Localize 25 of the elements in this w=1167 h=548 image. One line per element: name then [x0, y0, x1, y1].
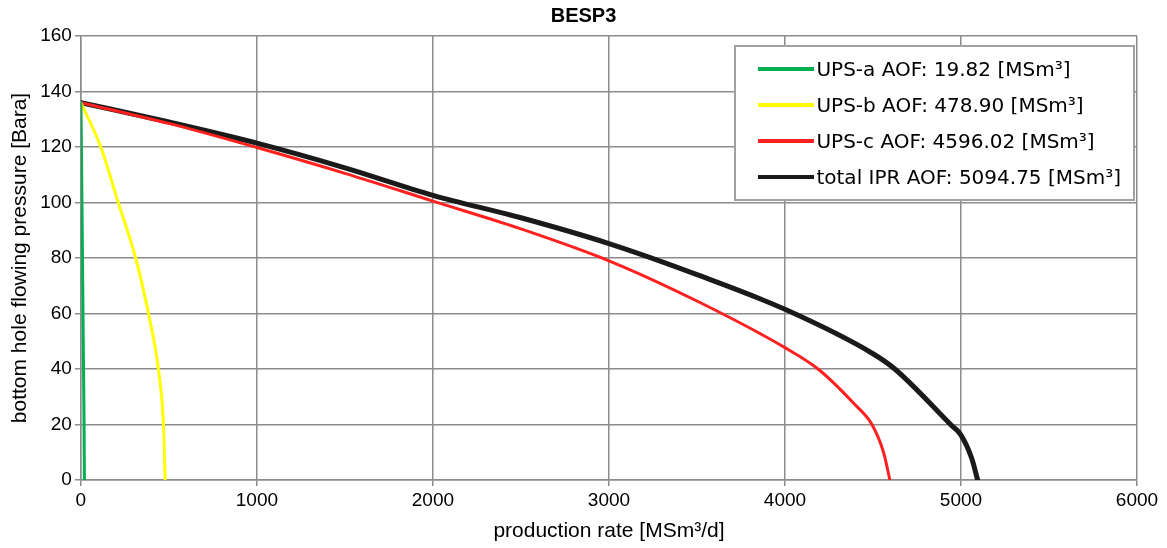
line-series [80, 101, 86, 480]
x-tick-label: 4000 [763, 488, 807, 510]
x-tick-label: 5000 [939, 488, 983, 510]
legend-label: UPS-b AOF: 478.90 [MSm³] [816, 93, 1084, 117]
chart-title: BESP3 [550, 4, 617, 26]
y-tick-label: 60 [50, 301, 72, 323]
y-tick-label: 0 [61, 468, 72, 490]
x-axis-title: production rate [MSm³/d] [493, 518, 725, 542]
legend-label: UPS-a AOF: 19.82 [MSm³] [816, 57, 1071, 81]
legend-label: UPS-c AOF: 4596.02 [MSm³] [816, 129, 1095, 153]
y-tick-label: 140 [40, 79, 72, 101]
y-tick-label: 20 [50, 412, 72, 434]
x-tick-label: 0 [75, 488, 87, 510]
y-tick-label: 40 [50, 357, 72, 379]
y-tick-label: 160 [40, 24, 72, 46]
x-tick-label: 1000 [235, 488, 279, 510]
x-tick-label: 6000 [1115, 488, 1159, 510]
legend-label: total IPR AOF: 5094.75 [MSm³] [816, 165, 1121, 189]
x-tick-label: 2000 [411, 488, 455, 510]
line-series [80, 101, 167, 480]
y-tick-label: 100 [40, 190, 72, 212]
y-axis-title: bottom hole flowing pressure [Bara] [7, 92, 31, 424]
x-tick-label: 3000 [587, 488, 631, 510]
y-tick-label: 120 [40, 135, 72, 157]
y-tick-label: 80 [50, 246, 72, 268]
